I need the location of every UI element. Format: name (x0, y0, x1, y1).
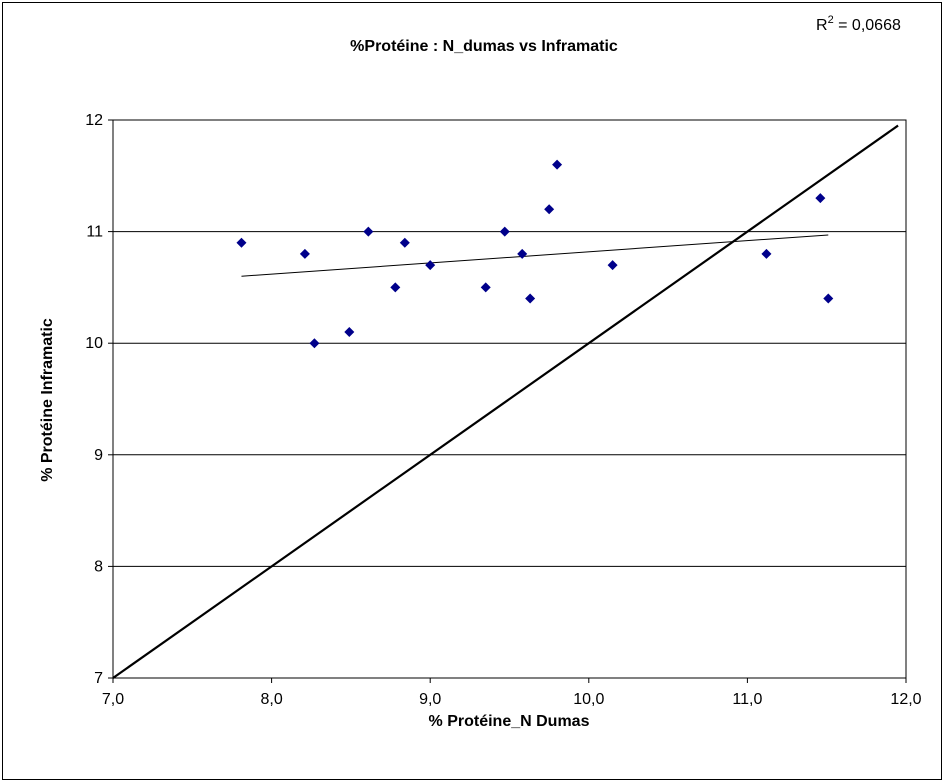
data-point (607, 260, 618, 271)
data-point (499, 226, 510, 237)
y-axis-ticks: 7 8 9 10 11 12 (85, 112, 113, 687)
data-point (399, 237, 410, 248)
y-tick-label: 9 (94, 447, 103, 464)
y-tick-label: 7 (94, 670, 103, 687)
r-squared-label: R2 = 0,0668 (816, 14, 901, 34)
data-point (525, 293, 536, 304)
points-layer (236, 159, 834, 349)
trendline (241, 234, 829, 277)
x-tick-label: 9,0 (419, 691, 441, 708)
data-point (344, 327, 355, 338)
data-point (480, 282, 491, 293)
chart-title: %Protéine : N_dumas vs Inframatic (350, 38, 618, 55)
data-point (309, 338, 320, 349)
data-point (552, 159, 563, 170)
data-point (823, 293, 834, 304)
data-point (390, 282, 401, 293)
x-axis-ticks: 7,0 8,0 9,0 10,0 11,0 12,0 (102, 678, 922, 708)
data-point (517, 248, 528, 259)
data-point (363, 226, 374, 237)
identity-line (112, 124, 899, 679)
data-point (299, 248, 310, 259)
y-axis-title: % Protéine Inframatic (39, 318, 56, 482)
plot-area (112, 119, 907, 679)
lines-layer (112, 124, 899, 679)
y-tick-label: 12 (85, 112, 103, 129)
data-point (236, 237, 247, 248)
data-point (761, 248, 772, 259)
y-tick-label: 11 (86, 224, 103, 241)
x-tick-label: 12,0 (890, 691, 921, 708)
x-axis-title: % Protéine_N Dumas (429, 713, 590, 730)
data-point (544, 204, 555, 215)
x-tick-label: 11,0 (732, 691, 762, 708)
y-tick-label: 10 (85, 335, 103, 352)
x-tick-label: 10,0 (573, 691, 604, 708)
x-tick-label: 8,0 (260, 691, 282, 708)
data-point (815, 193, 826, 204)
y-tick-label: 8 (94, 558, 103, 575)
x-tick-label: 7,0 (102, 691, 124, 708)
data-point (425, 260, 436, 271)
